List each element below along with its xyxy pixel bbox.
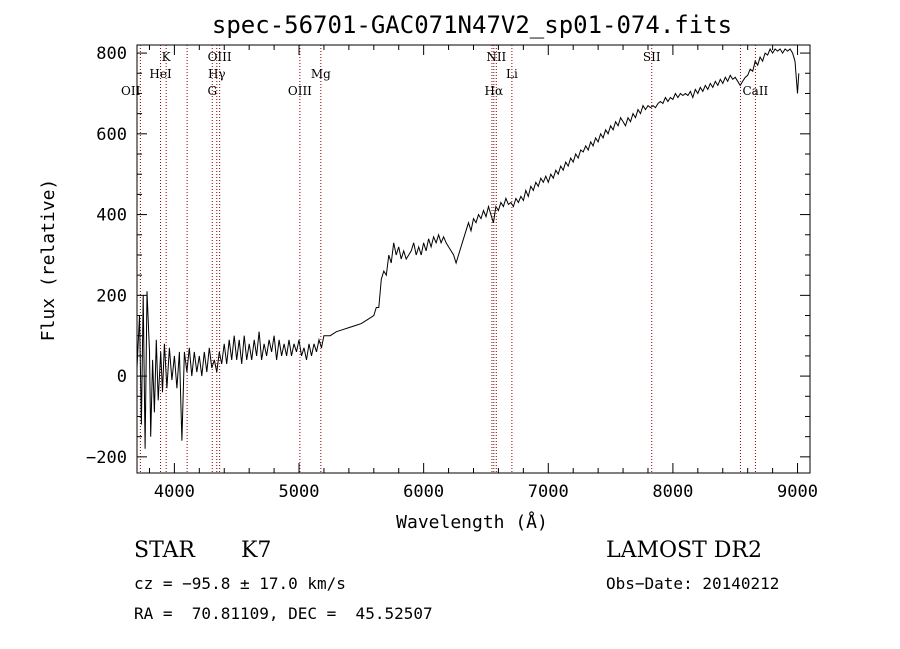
redshift-value: cz = −95.8 ± 17.0 km/s bbox=[134, 574, 346, 593]
y-tick-label-3: 400 bbox=[96, 206, 127, 226]
x-tick-label-2: 6000 bbox=[403, 482, 444, 502]
line-label-oii: OII bbox=[121, 84, 141, 98]
line-label-hα: Hα bbox=[485, 84, 504, 98]
y-tick-label-2: 200 bbox=[96, 286, 127, 306]
x-tick-label-5: 9000 bbox=[777, 482, 818, 502]
object-subclass: K7 bbox=[241, 538, 272, 563]
line-label-oiii: OIII bbox=[288, 84, 312, 98]
x-tick-label-4: 8000 bbox=[652, 482, 693, 502]
line-label-g: G bbox=[207, 84, 217, 98]
plot-frame bbox=[136, 44, 811, 474]
spectrum-line bbox=[136, 47, 800, 449]
x-tick-label-1: 5000 bbox=[279, 482, 320, 502]
line-label-li: Li bbox=[506, 67, 518, 81]
observation-date: Obs−Date: 20140212 bbox=[606, 574, 780, 593]
chart-title: spec-56701-GAC071N47V2_sp01-074.fits bbox=[212, 11, 732, 39]
line-label-caii: CaII bbox=[742, 84, 768, 98]
line-label-nii: NII bbox=[486, 50, 506, 64]
coordinates: RA = 70.81109, DEC = 45.52507 bbox=[134, 604, 433, 623]
x-axis-label: Wavelength (Å) bbox=[396, 511, 548, 533]
line-label-oiii: OIII bbox=[208, 50, 232, 64]
plot-area: 4000 5000 6000 7000 8000 9000 −200 0 200 400 600 80… bbox=[86, 44, 818, 502]
line-label-sii: SII bbox=[643, 50, 661, 64]
y-axis-label: Flux (relative) bbox=[38, 179, 59, 342]
survey-name: LAMOST DR2 bbox=[606, 538, 762, 563]
y-tick-label-1: 0 bbox=[117, 367, 127, 387]
object-class: STAR bbox=[134, 538, 195, 563]
line-label-k: K bbox=[162, 50, 172, 64]
y-tick-label-4: 600 bbox=[96, 125, 127, 145]
y-tick-label-0: −200 bbox=[86, 448, 127, 468]
line-label-hei: HeI bbox=[149, 67, 172, 81]
line-label-hγ: Hγ bbox=[208, 67, 226, 81]
y-tick-label-5: 800 bbox=[96, 44, 127, 64]
x-tick-label-3: 7000 bbox=[528, 482, 569, 502]
x-tick-label-0: 4000 bbox=[154, 482, 195, 502]
line-label-mg: Mg bbox=[311, 67, 331, 81]
